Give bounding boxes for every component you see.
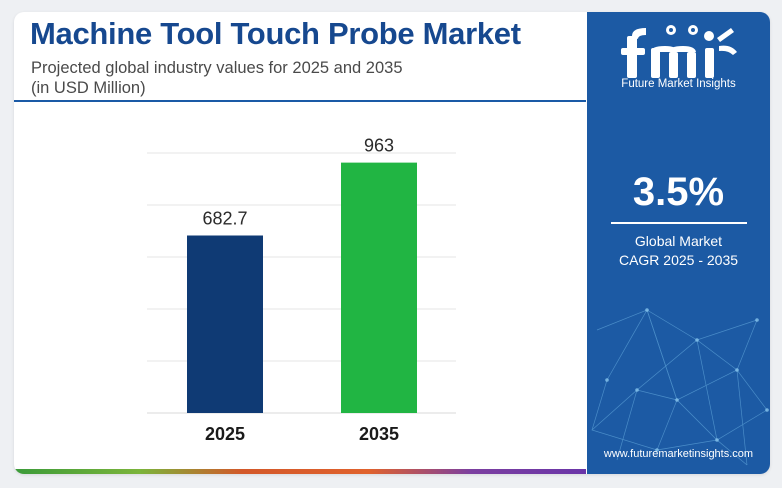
- brand-name: Future Market Insights: [621, 78, 736, 90]
- header-divider: [14, 100, 586, 102]
- chart-title: Machine Tool Touch Probe Market: [30, 16, 521, 51]
- data-label-2035: 963: [364, 136, 394, 156]
- subtitle-line-1: Projected global industry values for 202…: [31, 59, 403, 77]
- bottom-color-strip: [14, 469, 586, 474]
- chart-subtitle: Projected global industry values for 202…: [31, 58, 403, 98]
- cagr-value: 3.5%: [632, 170, 725, 214]
- subtitle-line-2: (in USD Million): [31, 79, 146, 97]
- cagr-label-line-1: Global Market: [634, 233, 723, 249]
- cagr-label-line-2: CAGR 2025 - 2035: [618, 252, 739, 268]
- infographic-card: Machine Tool Touch Probe Market Projecte…: [14, 12, 770, 474]
- cagr-label: Global Market CAGR 2025 - 2035: [587, 232, 770, 270]
- bar-chart: 682.7 2025 963 2035: [147, 136, 456, 444]
- bar-2035: [341, 162, 417, 413]
- data-label-2025: 682.7: [202, 208, 247, 228]
- website-url[interactable]: www.futuremarketinsights.com: [603, 448, 754, 460]
- bar-2025: [187, 235, 263, 413]
- x-tick-label-2025: 2025: [205, 424, 245, 444]
- network-graphic-icon: [591, 308, 769, 466]
- sidebar-panel: Future Market Insights 3.5% Global Marke…: [587, 12, 770, 474]
- cagr-divider: [611, 222, 747, 224]
- x-tick-label-2035: 2035: [359, 424, 399, 444]
- fmi-logo-icon: [621, 25, 737, 78]
